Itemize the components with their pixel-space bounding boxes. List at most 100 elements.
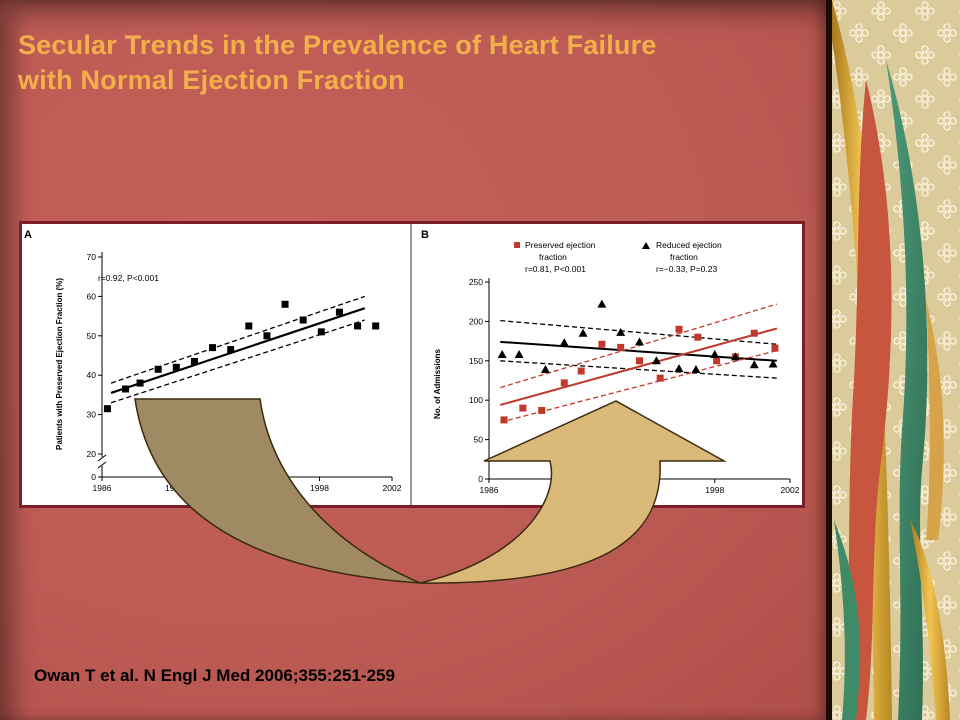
panel-b-reduced-point bbox=[578, 328, 588, 337]
panel-b-reduced-point bbox=[597, 299, 607, 308]
panel-a-data-point bbox=[263, 332, 271, 340]
legend-reduced-swatch bbox=[642, 242, 650, 249]
panel-a-data-point bbox=[354, 322, 362, 330]
panel-a-ci-lower-line bbox=[110, 319, 366, 404]
panel-a-stat-annotation: r=0.92, P<0.001 bbox=[98, 273, 159, 283]
panel-b-preserved-point bbox=[771, 344, 779, 352]
panel-b-preserved-point bbox=[617, 343, 625, 351]
panel-a-y-tick-label: 70 bbox=[87, 252, 97, 262]
panel-a-data-point bbox=[154, 365, 162, 373]
panel-a-y-tick-label: 50 bbox=[87, 331, 97, 341]
panel-b-reduced-point bbox=[691, 364, 701, 373]
panel-a-data-point bbox=[299, 316, 307, 324]
panel-b-y-axis-label: No. of Admissions bbox=[433, 348, 442, 418]
panel-b-y-tick-label: 250 bbox=[469, 277, 483, 287]
panel-b-preserved-point bbox=[694, 333, 702, 341]
legend-reduced-line2: fraction bbox=[670, 252, 698, 262]
panel-a-data-point bbox=[172, 363, 180, 371]
panel-a-data-point bbox=[136, 379, 144, 387]
panel-b-preserved-point bbox=[598, 340, 606, 348]
panel-b-preserved-point bbox=[519, 404, 527, 412]
panel-a-y-axis-label: Patients with Preserved Ejection Fractio… bbox=[55, 278, 64, 450]
panel-b-preserved-point bbox=[750, 329, 758, 337]
panel-b-x-tick-label: 2002 bbox=[781, 485, 800, 495]
panel-b-reduced-point bbox=[768, 359, 778, 368]
legend-preserved-stat: r=0.81, P<0.001 bbox=[525, 264, 586, 274]
panel-a-label: A bbox=[24, 229, 32, 241]
panel-b-reduced-point bbox=[559, 338, 569, 347]
legend-preserved-line2: fraction bbox=[539, 252, 567, 262]
panel-b: B No. of Admissions Preserved ejection f… bbox=[421, 229, 722, 419]
nejm-figure: A Patients with Preserved Ejection Fract… bbox=[19, 221, 805, 508]
panel-a-data-point bbox=[227, 346, 235, 354]
panel-b-reduced-point bbox=[674, 364, 684, 373]
panel-b-reduced-ci-lower bbox=[500, 360, 777, 379]
panel-b-y-tick-label: 0 bbox=[478, 474, 483, 484]
citation: Owan T et al. N Engl J Med 2006;355:251-… bbox=[34, 666, 395, 685]
panel-b-preserved-ci-upper bbox=[500, 303, 778, 389]
panel-b-x-tick-label: 1990 bbox=[555, 485, 574, 495]
panel-a-y-tick-label: 60 bbox=[87, 291, 97, 301]
panel-a-data-point bbox=[372, 322, 380, 330]
slide-title: Secular Trends in the Prevalence of Hear… bbox=[18, 28, 818, 98]
panel-a-y-tick-label: 40 bbox=[87, 370, 97, 380]
panel-b-x-tick-label: 1994 bbox=[630, 485, 649, 495]
panel-a-data-point bbox=[335, 308, 343, 316]
panel-b-reduced-point bbox=[635, 337, 644, 346]
slide-title-line-1: Secular Trends in the Prevalence of Hear… bbox=[18, 30, 657, 60]
panel-a-y-tick-label: 0 bbox=[91, 472, 96, 482]
panel-a-x-tick-label: 1986 bbox=[93, 483, 112, 493]
panel-b-reduced-point bbox=[651, 356, 661, 365]
panel-b-x-tick-label: 1998 bbox=[705, 485, 724, 495]
panel-b-legend: Preserved ejection fraction r=0.81, P<0.… bbox=[514, 240, 722, 274]
panel-a-data-point bbox=[122, 385, 130, 393]
panel-b-preserved-point bbox=[500, 416, 508, 424]
figure-canvas: A Patients with Preserved Ejection Fract… bbox=[24, 224, 800, 505]
panel-b-reduced-point bbox=[497, 349, 507, 358]
panel-b-y-tick-label: 200 bbox=[469, 316, 483, 326]
panel-a-axis-break-mark bbox=[97, 454, 107, 462]
panel-a-x-tick-label: 1990 bbox=[165, 483, 184, 493]
panel-b-y-tick-label: 150 bbox=[469, 356, 483, 366]
panel-b-preserved-point bbox=[560, 379, 568, 387]
panel-b-preserved-point bbox=[713, 357, 721, 365]
legend-preserved-swatch bbox=[514, 242, 520, 248]
legend-preserved-line1: Preserved ejection bbox=[525, 240, 596, 250]
panel-b-reduced-point bbox=[710, 349, 720, 358]
panel-b-label: B bbox=[421, 229, 429, 241]
panel-a-data-point bbox=[245, 322, 253, 330]
panel-b-preserved-point bbox=[577, 367, 585, 375]
panel-a-y-tick-label: 30 bbox=[87, 410, 97, 420]
panel-b-preserved-point bbox=[675, 325, 683, 333]
panel-b-preserved-point bbox=[656, 374, 664, 382]
panel-a-x-tick-label: 1994 bbox=[238, 483, 257, 493]
panel-b-reduced-ci-upper bbox=[500, 319, 777, 345]
panel-a-y-tick-label: 20 bbox=[87, 449, 97, 459]
panel-b-reduced-regression-line bbox=[500, 340, 777, 362]
panel-a-data-point bbox=[317, 328, 325, 336]
panel-a-data-point bbox=[103, 405, 111, 413]
slide-title-line-2: with Normal Ejection Fraction bbox=[18, 65, 405, 95]
panel-b-reduced-point bbox=[730, 352, 740, 361]
panel-b-reduced-point bbox=[540, 364, 550, 373]
panel-b-preserved-regression-line bbox=[500, 327, 778, 406]
panel-a-regression-line bbox=[110, 307, 366, 394]
panel-b-reduced-point bbox=[514, 349, 524, 358]
panel-b-x-tick-label: 1986 bbox=[480, 485, 499, 495]
panel-a-data-point bbox=[209, 344, 217, 352]
panel-a-axis-break-mark bbox=[97, 461, 107, 469]
panel-b-y-tick-label: 100 bbox=[469, 395, 483, 405]
panel-a-x-tick-label: 1998 bbox=[310, 483, 329, 493]
panel-a-x-tick-label: 2002 bbox=[383, 483, 402, 493]
panel-b-y-tick-label: 50 bbox=[474, 435, 484, 445]
panel-a-ci-upper-line bbox=[110, 295, 366, 384]
panel-a-data-point bbox=[190, 357, 198, 365]
legend-reduced-line1: Reduced ejection bbox=[656, 240, 722, 250]
panel-b-preserved-point bbox=[636, 357, 643, 365]
legend-reduced-stat: r=−0.33, P=0.23 bbox=[656, 264, 717, 274]
panel-b-reduced-point bbox=[616, 327, 626, 336]
decorative-floral-border bbox=[826, 0, 960, 720]
panel-b-preserved-point bbox=[538, 406, 546, 414]
panel-a-data-point bbox=[281, 300, 289, 308]
